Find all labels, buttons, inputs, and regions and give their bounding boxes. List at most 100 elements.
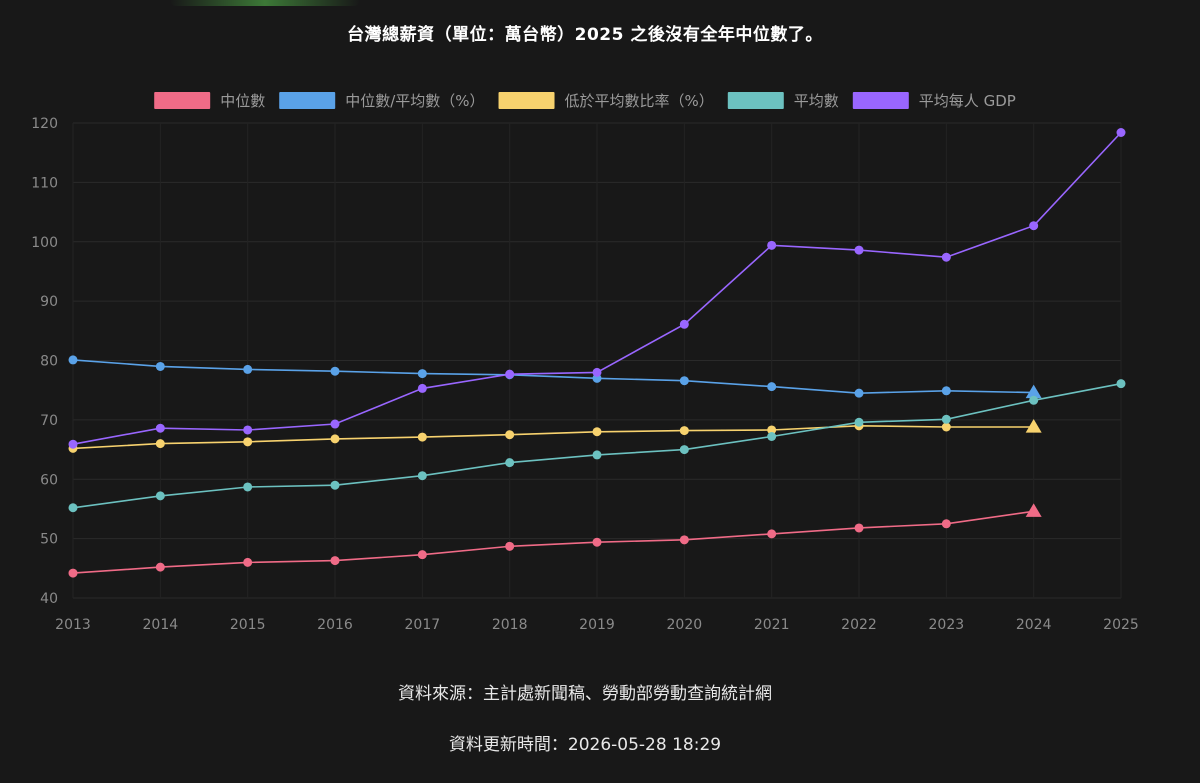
data-point[interactable] bbox=[417, 471, 427, 481]
data-point[interactable] bbox=[1116, 379, 1126, 389]
legend-item[interactable]: 中位數/平均數（%） bbox=[279, 92, 485, 110]
data-point[interactable] bbox=[243, 482, 253, 492]
x-tick-label: 2024 bbox=[1016, 617, 1052, 633]
data-point[interactable] bbox=[1029, 395, 1039, 405]
legend-label: 中位數 bbox=[220, 92, 265, 110]
data-point[interactable] bbox=[767, 425, 777, 435]
x-tick-label: 2021 bbox=[754, 617, 790, 633]
data-point[interactable] bbox=[767, 382, 777, 392]
data-point[interactable] bbox=[592, 450, 602, 460]
data-point[interactable] bbox=[592, 537, 602, 547]
legend-item[interactable]: 平均數 bbox=[727, 92, 839, 110]
x-tick-label: 2018 bbox=[492, 617, 528, 633]
data-point[interactable] bbox=[330, 419, 340, 429]
data-point[interactable] bbox=[941, 252, 951, 262]
data-point[interactable] bbox=[417, 369, 427, 379]
data-point[interactable] bbox=[155, 439, 165, 449]
y-tick-label: 90 bbox=[40, 294, 58, 310]
data-point[interactable] bbox=[679, 319, 689, 329]
series bbox=[68, 503, 1042, 578]
data-point[interactable] bbox=[854, 388, 864, 398]
x-tick-label: 2020 bbox=[667, 617, 703, 633]
data-point[interactable] bbox=[767, 432, 777, 441]
data-point[interactable] bbox=[68, 439, 78, 449]
data-point[interactable] bbox=[941, 422, 951, 432]
legend[interactable]: 中位數 中位數/平均數（%） 低於平均數比率（%） 平均數 平均每人 GDP bbox=[154, 92, 1016, 110]
data-point[interactable] bbox=[330, 366, 340, 376]
data-point[interactable] bbox=[505, 458, 515, 468]
data-point[interactable] bbox=[417, 383, 427, 393]
data-point[interactable] bbox=[1025, 503, 1042, 517]
chart-title: 台灣總薪資（單位：萬台幣）2025 之後沒有全年中位數了。 bbox=[347, 25, 823, 45]
x-tick-label: 2022 bbox=[841, 617, 877, 633]
data-point[interactable] bbox=[941, 386, 951, 396]
legend-label: 中位數/平均數（%） bbox=[345, 92, 484, 110]
data-point[interactable] bbox=[417, 432, 427, 442]
data-point[interactable] bbox=[679, 535, 689, 545]
data-point[interactable] bbox=[1025, 419, 1042, 433]
data-point[interactable] bbox=[679, 426, 689, 436]
y-tick-label: 70 bbox=[40, 413, 58, 429]
data-point[interactable] bbox=[1116, 128, 1126, 137]
data-point[interactable] bbox=[330, 556, 340, 566]
data-point[interactable] bbox=[155, 361, 165, 371]
data-point[interactable] bbox=[155, 491, 165, 501]
data-point[interactable] bbox=[68, 355, 78, 365]
data-point[interactable] bbox=[854, 245, 864, 255]
data-point[interactable] bbox=[155, 423, 165, 433]
data-point[interactable] bbox=[330, 434, 340, 444]
data-point[interactable] bbox=[243, 364, 253, 374]
x-tick-label: 2015 bbox=[230, 617, 266, 633]
y-tick-label: 120 bbox=[31, 116, 58, 132]
data-point[interactable] bbox=[1029, 221, 1039, 231]
grid-lines bbox=[72, 122, 1122, 599]
legend-label: 低於平均數比率（%） bbox=[565, 92, 714, 110]
data-point[interactable] bbox=[854, 523, 864, 533]
line-chart: 40 50 60 70 80 90 100 110 120 2013 2014 2015 2016 201… bbox=[31, 92, 1139, 633]
data-point[interactable] bbox=[243, 557, 253, 567]
legend-item[interactable]: 中位數 bbox=[154, 92, 265, 110]
legend-swatch bbox=[498, 92, 555, 109]
data-point[interactable] bbox=[941, 414, 951, 424]
data-point[interactable] bbox=[679, 376, 689, 386]
data-point[interactable] bbox=[68, 503, 78, 513]
series-layer bbox=[68, 128, 1126, 578]
axis-tick-labels: 40 50 60 70 80 90 100 110 120 2013 2014 2015 2016 201… bbox=[31, 116, 1139, 633]
series bbox=[68, 355, 1042, 399]
data-point[interactable] bbox=[1025, 384, 1042, 399]
data-point[interactable] bbox=[592, 427, 602, 437]
data-point[interactable] bbox=[505, 369, 515, 379]
y-tick-label: 60 bbox=[40, 472, 58, 488]
data-point[interactable] bbox=[243, 425, 253, 435]
x-tick-label: 2025 bbox=[1103, 617, 1139, 633]
data-point[interactable] bbox=[155, 562, 165, 572]
y-tick-label: 50 bbox=[40, 532, 58, 548]
x-tick-label: 2016 bbox=[317, 617, 353, 633]
x-tick-label: 2017 bbox=[405, 617, 441, 633]
data-point[interactable] bbox=[243, 437, 253, 447]
data-point[interactable] bbox=[767, 529, 777, 539]
legend-item[interactable]: 平均每人 GDP bbox=[852, 92, 1016, 110]
series-line bbox=[72, 424, 1034, 450]
data-point[interactable] bbox=[68, 568, 78, 578]
update-timestamp: 資料更新時間：2026-05-28 18:29 bbox=[448, 735, 722, 755]
y-tick-label: 110 bbox=[31, 175, 58, 191]
y-tick-label: 80 bbox=[40, 354, 58, 370]
legend-label: 平均數 bbox=[794, 92, 839, 110]
data-point[interactable] bbox=[854, 417, 864, 427]
y-tick-label: 40 bbox=[40, 591, 58, 607]
legend-item[interactable]: 低於平均數比率（%） bbox=[498, 92, 714, 110]
series bbox=[68, 128, 1126, 449]
data-point[interactable] bbox=[941, 519, 951, 529]
data-point[interactable] bbox=[592, 367, 602, 377]
data-point[interactable] bbox=[330, 480, 340, 490]
series bbox=[68, 379, 1126, 513]
data-point[interactable] bbox=[505, 541, 515, 551]
legend-swatch bbox=[154, 92, 211, 109]
data-point[interactable] bbox=[679, 445, 689, 455]
data-point[interactable] bbox=[505, 430, 515, 440]
data-point[interactable] bbox=[417, 550, 427, 560]
x-tick-label: 2013 bbox=[55, 617, 91, 633]
data-point[interactable] bbox=[767, 240, 777, 250]
